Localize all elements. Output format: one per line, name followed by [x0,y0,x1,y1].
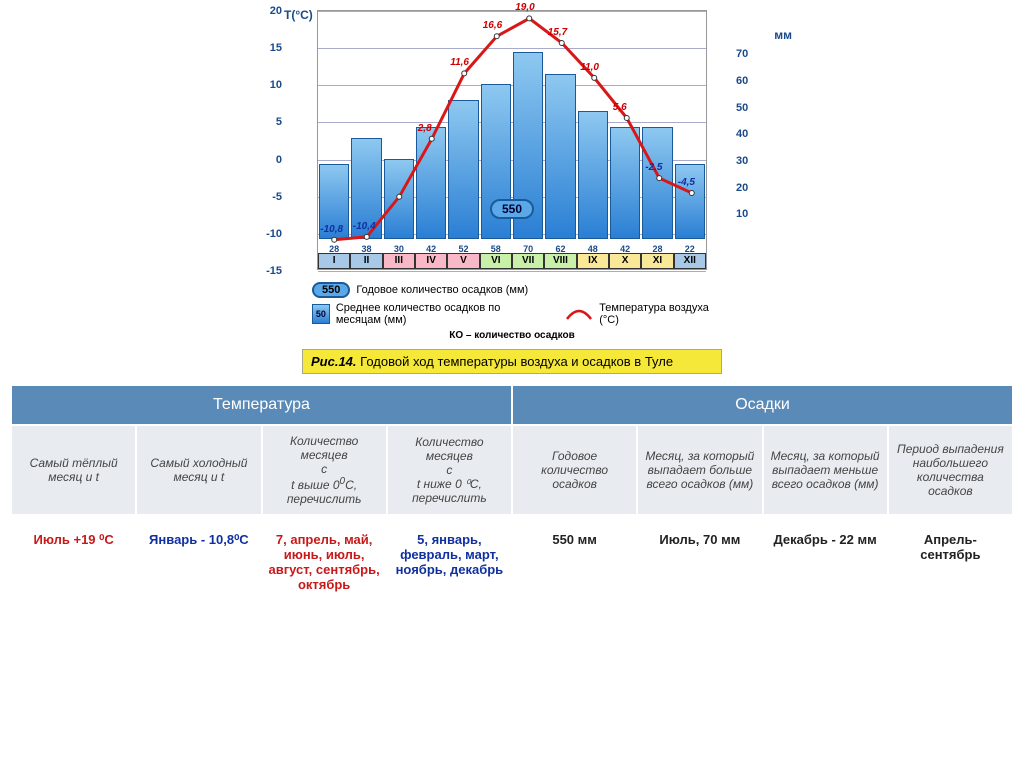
min-month-cell: Декабрь - 22 мм [763,515,888,601]
month-cell-XII: XII [674,253,706,269]
month-axis: IIIIIIIVVVIVIIVIIIIXXXIXII [318,253,706,269]
bar-month-5: 52 [448,100,478,239]
column-header-7: Период выпадения наибольшего количества … [888,425,1013,515]
coldest-cell: Январь - 10,8⁰С [136,515,261,601]
annual-cell: 550 мм [512,515,637,601]
annual-legend-label: Годовое количество осадков (мм) [356,284,528,296]
annual-legend-icon: 550 [312,282,350,298]
month-cell-IV: IV [415,253,447,269]
precipitation-section-header: Осадки [512,385,1013,425]
figure-caption: Рис.14. Годовой ход температуры воздуха … [302,349,722,374]
bar-month-3: 30 [384,159,414,239]
column-header-4: Годовое количество осадков [512,425,637,515]
max-month-cell: Июль, 70 мм [637,515,762,601]
temp-curve-icon [565,307,593,321]
month-cell-I: I [318,253,350,269]
period-cell: Апрель-сентябрь [888,515,1013,601]
warmest-cell: Июль +19 ⁰С [11,515,136,601]
legend-footnote: КО – количество осадков [292,330,732,341]
figure-text: Годовой ход температуры воздуха и осадко… [360,354,673,369]
temp-label-2: -10,4 [353,221,376,232]
column-header-3: Количество месяцевсt ниже 0 ⁰С,перечисли… [387,425,512,515]
temp-label-8: 15,7 [548,27,567,38]
bar-legend-icon: 50 [312,304,330,324]
temperature-section-header: Температура [11,385,512,425]
month-cell-VII: VII [512,253,544,269]
chart-legend: 550 Годовое количество осадков (мм) 50 С… [292,280,732,341]
column-header-5: Месяц, за который выпадает больше всего … [637,425,762,515]
chart-area: 20151050-5-10-15 70605040302010 28383042… [317,10,707,270]
temp-label-10: 5,6 [613,102,627,113]
bar-month-8: 62 [545,74,575,239]
bar-legend-label: Среднее количество осадков по месяцам (м… [336,302,545,326]
bar-month-10: 42 [610,127,640,239]
bar-month-12: 22 [675,164,705,239]
month-cell-III: III [383,253,415,269]
month-cell-V: V [447,253,479,269]
annual-total-badge: 550 [490,199,534,219]
temp-label-5: 11,6 [450,57,469,68]
temp-label-6: 16,6 [483,20,502,31]
bar-month-9: 48 [578,111,608,239]
column-header-0: Самый тёплый месяц и t [11,425,136,515]
temp-label-7: 19,0 [515,2,534,13]
month-cell-X: X [609,253,641,269]
column-header-2: Количество месяцевсt выше 00С,перечислит… [262,425,387,515]
right-axis-label: мм [774,28,792,42]
climate-data-table: Температура Осадки Самый тёплый месяц и … [10,384,1014,602]
bar-month-11: 28 [642,127,672,239]
above-zero-cell: 7, апрель, май, июнь, июль, август, сент… [262,515,387,601]
below-zero-cell: 5, январь, февраль, март, ноябрь, декабр… [387,515,512,601]
month-cell-II: II [350,253,382,269]
temp-label-9: 11,0 [580,62,599,73]
month-cell-VI: VI [480,253,512,269]
month-cell-XI: XI [641,253,673,269]
month-cell-IX: IX [577,253,609,269]
figure-number: Рис.14. [311,354,357,369]
left-axis-label: Т(°С) [284,8,313,22]
temp-label-12: -4,5 [678,177,695,188]
column-header-6: Месяц, за который выпадает меньше всего … [763,425,888,515]
temp-legend-label: Температура воздуха (°С) [599,302,712,326]
temp-label-4: 2,8 [418,123,432,134]
bar-month-4: 42 [416,127,446,239]
month-cell-VIII: VIII [544,253,576,269]
temp-label-1: -10,8 [320,224,343,235]
column-header-1: Самый холодный месяц и t [136,425,261,515]
climate-chart: Т(°С) мм 20151050-5-10-15 70605040302010… [272,10,752,270]
temp-label-11: -2,5 [645,162,662,173]
